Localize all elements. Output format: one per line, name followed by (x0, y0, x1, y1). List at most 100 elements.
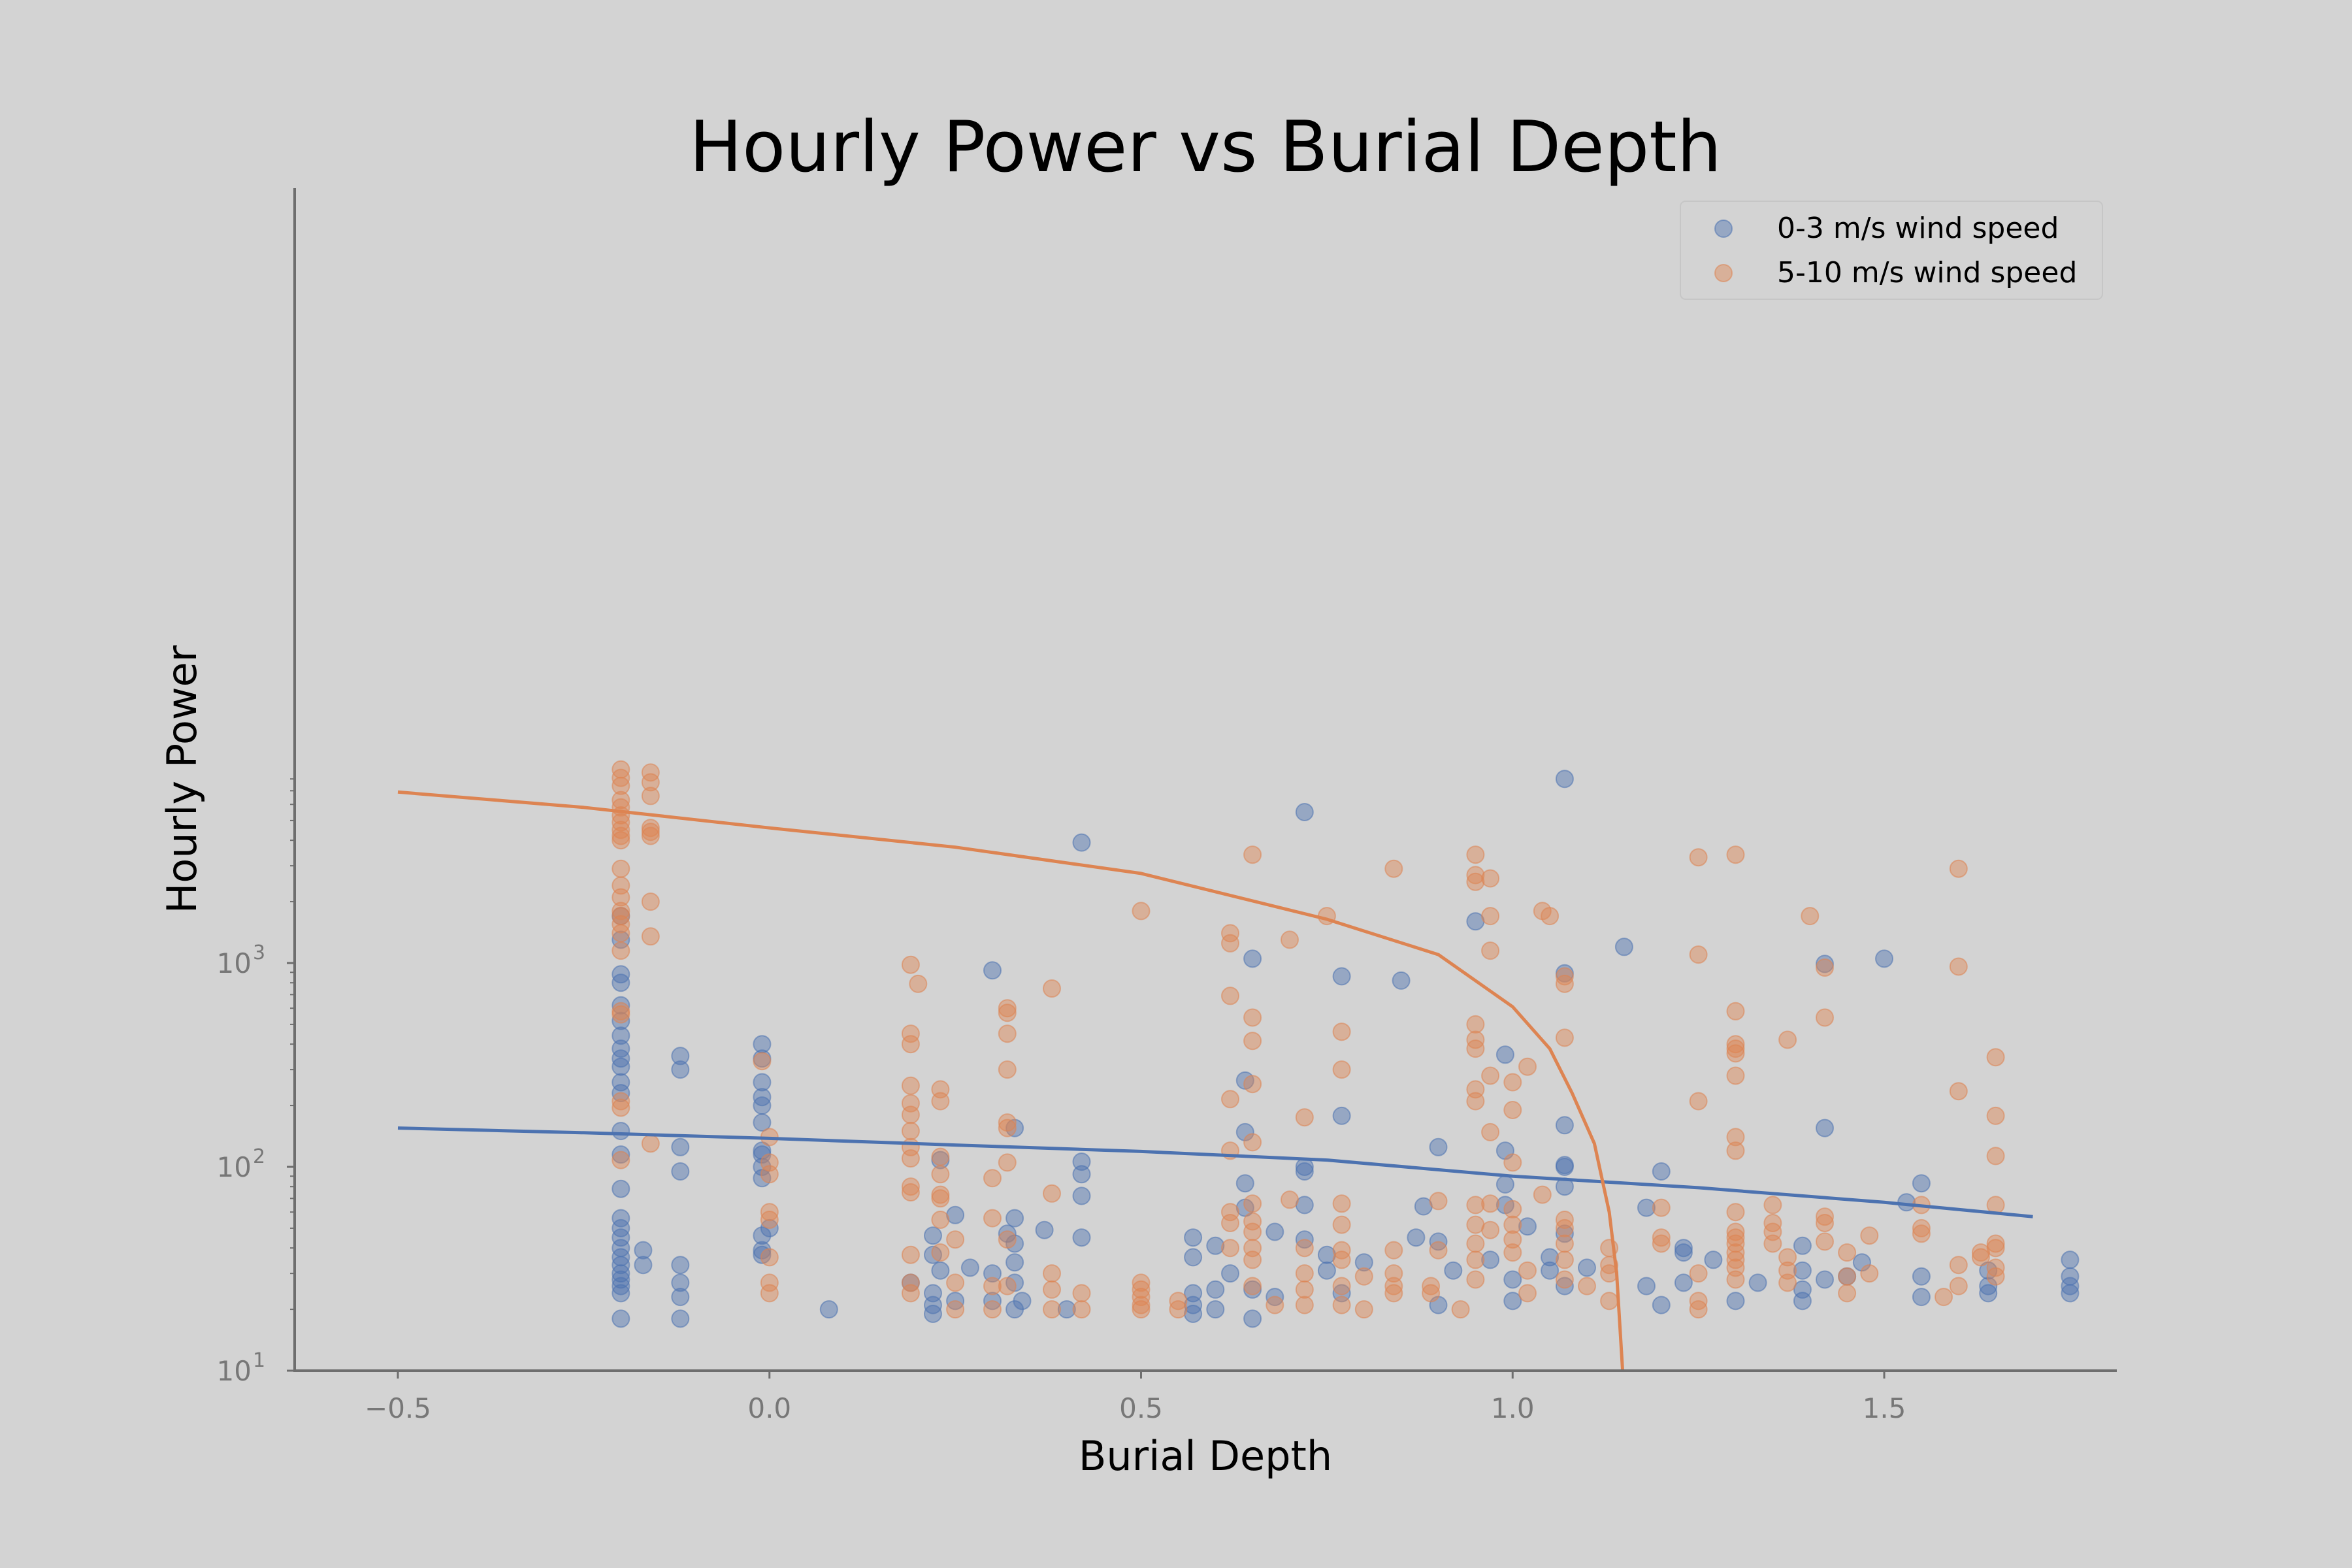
data-point-series-1 (1206, 1300, 1225, 1319)
data-point-series-2 (612, 1098, 630, 1117)
data-point-series-2 (1243, 1250, 1262, 1269)
data-point-series-1 (960, 1258, 979, 1277)
data-point-series-1 (634, 1241, 653, 1260)
data-point-series-1 (1652, 1296, 1671, 1315)
data-point-series-2 (998, 1113, 1017, 1132)
data-point-series-2 (946, 1273, 965, 1292)
data-point-series-1 (819, 1300, 838, 1319)
data-point-series-2 (1281, 930, 1299, 949)
data-point-series-2 (1838, 1284, 1857, 1303)
data-point-series-2 (1384, 1284, 1403, 1303)
fit-line-series-1 (397, 1126, 2033, 1218)
data-point-series-2 (998, 1060, 1017, 1079)
data-point-series-1 (753, 1073, 772, 1092)
data-point-series-1 (671, 1162, 690, 1181)
data-point-series-1 (924, 1226, 942, 1245)
data-point-series-2 (1838, 1243, 1857, 1262)
data-point-series-2 (1986, 1239, 2005, 1258)
data-point-series-2 (1354, 1267, 1373, 1286)
data-point-series-2 (1354, 1300, 1373, 1319)
data-point-series-2 (983, 1300, 1002, 1319)
data-point-series-2 (1518, 1261, 1537, 1280)
data-point-series-2 (1221, 987, 1239, 1005)
data-point-series-2 (1132, 902, 1151, 921)
data-point-series-1 (1555, 1116, 1574, 1135)
data-point-series-1 (1816, 1119, 1834, 1137)
data-point-series-2 (1652, 1234, 1671, 1253)
data-point-series-2 (1726, 1128, 1745, 1147)
data-point-series-1 (1495, 1175, 1514, 1194)
legend-label-series-1: 0-3 m/s wind speed (1777, 212, 2059, 245)
data-point-series-2 (998, 1230, 1017, 1249)
data-point-series-1 (1206, 1236, 1225, 1255)
data-point-series-1 (1704, 1250, 1723, 1269)
y-tick-exponent: 2 (253, 1145, 265, 1168)
data-point-series-1 (612, 1026, 630, 1045)
data-point-series-2 (1778, 1030, 1797, 1049)
data-point-series-1 (1057, 1300, 1076, 1319)
data-point-series-1 (1637, 1277, 1656, 1296)
data-point-series-2 (612, 813, 630, 832)
data-point-series-2 (1451, 1300, 1470, 1319)
data-point-series-1 (1429, 1137, 1448, 1156)
data-point-series-1 (1035, 1220, 1054, 1239)
data-point-series-2 (1689, 945, 1708, 964)
data-point-series-1 (1072, 1165, 1091, 1184)
data-point-series-1 (1444, 1261, 1463, 1280)
y-tick-exponent: 3 (253, 941, 265, 964)
data-point-series-1 (612, 973, 630, 992)
data-point-series-1 (1555, 1158, 1574, 1176)
x-tick-label: 1.0 (1491, 1392, 1535, 1424)
data-point-series-2 (1384, 1241, 1403, 1260)
fit-lines (397, 790, 2033, 1371)
data-point-series-1 (612, 1179, 630, 1198)
data-point-series-2 (1689, 848, 1708, 867)
data-point-series-1 (1266, 1222, 1284, 1241)
data-point-series-2 (931, 1211, 950, 1229)
data-point-series-2 (1555, 1028, 1574, 1047)
data-point-series-1 (1555, 1277, 1574, 1296)
data-point-series-1 (1674, 1243, 1693, 1262)
data-point-series-2 (1555, 1234, 1574, 1253)
data-point-series-2 (1816, 1008, 1834, 1027)
data-point-series-2 (1689, 1092, 1708, 1111)
data-point-series-2 (1169, 1300, 1188, 1319)
data-point-series-1 (924, 1245, 942, 1264)
y-tick-label: 10 (217, 1355, 252, 1387)
data-point-series-2 (1986, 1106, 2005, 1125)
data-point-series-1 (753, 1113, 772, 1132)
data-point-series-1 (1793, 1236, 1812, 1255)
data-point-series-2 (1689, 1300, 1708, 1319)
data-point-series-2 (1600, 1292, 1619, 1311)
data-point-series-2 (1726, 1044, 1745, 1063)
data-point-series-2 (1266, 1296, 1284, 1315)
data-point-series-2 (1072, 1284, 1091, 1303)
data-point-series-2 (760, 1211, 779, 1229)
data-point-series-1 (612, 1277, 630, 1296)
data-point-series-2 (1466, 866, 1485, 885)
data-point-series-1 (1674, 1273, 1693, 1292)
data-point-series-2 (901, 1024, 920, 1043)
data-point-series-2 (1555, 1270, 1574, 1289)
data-point-series-2 (983, 1277, 1002, 1296)
data-point-series-2 (641, 826, 660, 845)
data-point-series-2 (1332, 1277, 1351, 1296)
data-point-series-2 (1726, 1066, 1745, 1085)
data-point-series-1 (612, 1248, 630, 1267)
data-point-series-2 (1652, 1228, 1671, 1247)
data-point-series-2 (760, 1165, 779, 1184)
data-point-series-2 (612, 776, 630, 795)
data-point-series-2 (1949, 1082, 1968, 1101)
data-point-series-2 (1221, 934, 1239, 953)
data-point-series-2 (1384, 1264, 1403, 1283)
legend-label-series-2: 5-10 m/s wind speed (1777, 256, 2077, 289)
data-point-series-1 (1541, 1248, 1560, 1267)
data-point-series-2 (612, 831, 630, 850)
data-point-series-2 (901, 1035, 920, 1054)
data-point-series-2 (1243, 1075, 1262, 1094)
data-point-series-1 (671, 1309, 690, 1328)
data-point-series-2 (1816, 1207, 1834, 1226)
data-point-series-2 (1555, 974, 1574, 993)
data-point-series-2 (1221, 1214, 1239, 1232)
data-point-series-1 (1184, 1305, 1203, 1323)
